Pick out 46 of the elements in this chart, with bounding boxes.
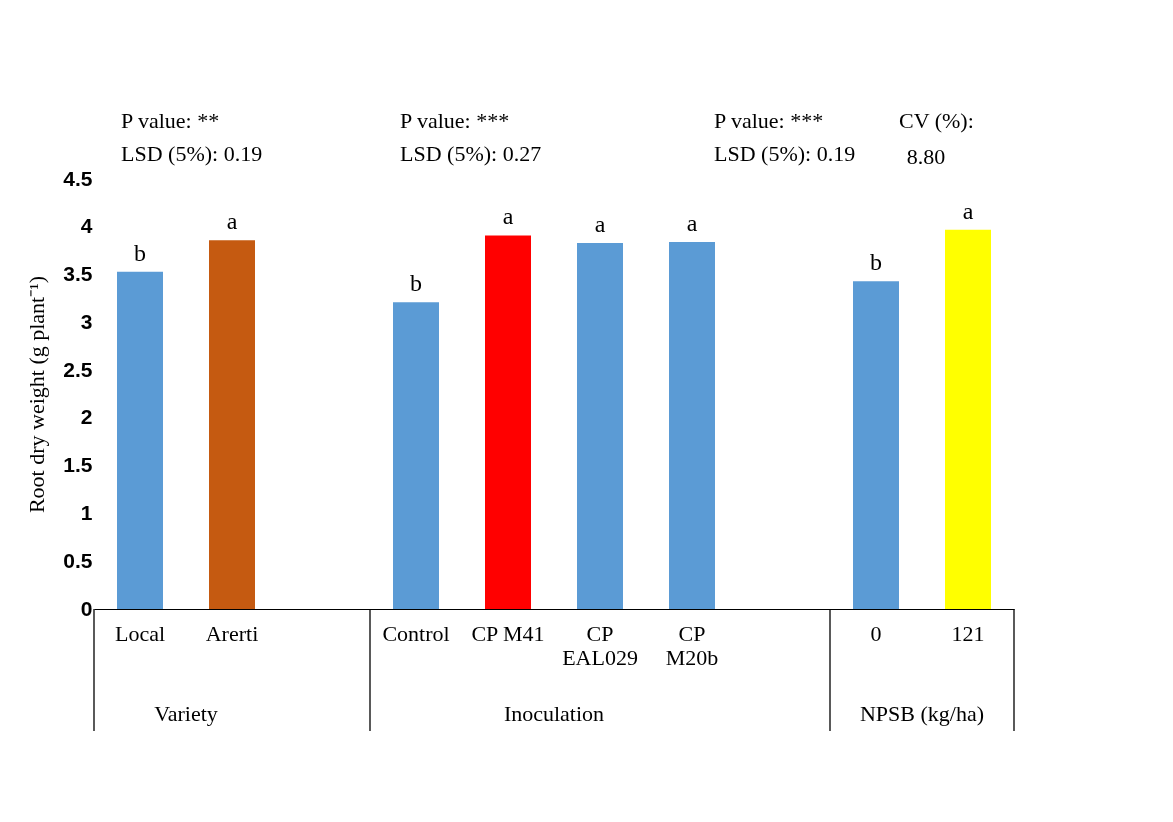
y-tick-label: 0.5 [63,548,93,572]
text: LSD (5%): 0.27 [400,141,542,166]
bar [117,271,163,609]
y-tick-label: 2 [80,405,93,429]
bar [669,242,715,609]
bar [209,240,255,609]
data-label: a [502,203,514,230]
text: LSD (5%): 0.19 [121,141,263,166]
x-tick-label: CP M20b [665,620,719,670]
x-tick-label: Arerti [205,620,259,646]
data-label: a [962,197,974,224]
data-label: b [870,249,882,276]
y-tick-label: 3 [80,309,93,333]
text: P value: *** [400,108,510,133]
bar [853,281,899,609]
bar [485,235,531,609]
y-tick-label: 2.5 [63,357,93,381]
x-tick-label: CP EAL029 [562,620,638,670]
x-tick-label: CP M41 [471,620,545,646]
data-label: a [594,211,606,238]
y-tick-label: 0 [80,596,93,620]
data-label: a [226,208,238,235]
y-axis-title: Root dry weight (g plant⁻¹) [24,275,50,514]
data-label: b [410,270,422,297]
bar [945,229,991,609]
x-tick-label: 0 [870,620,882,646]
x-tick-label: Control [382,620,450,646]
text: CV (%): [899,108,974,133]
text: LSD (5%): 0.19 [714,141,856,166]
text: P value: *** [714,108,824,133]
y-tick-label: 4.5 [63,166,93,190]
data-label: a [686,210,698,237]
text: Inoculation [503,701,605,726]
y-tick-label: 3.5 [63,262,93,286]
y-tick-label: 4 [80,214,93,238]
x-tick-label: 121 [951,620,985,646]
data-label: b [134,239,146,266]
bar [393,302,439,609]
x-tick-label: Local [114,620,166,646]
text: 8.80 [906,144,946,169]
bar [577,243,623,609]
text: Variety [154,701,218,726]
text: NPSB (kg/ha) [859,701,985,726]
y-tick-label: 1 [80,500,93,524]
y-tick-label: 1.5 [63,453,93,477]
text: P value: ** [121,108,220,133]
